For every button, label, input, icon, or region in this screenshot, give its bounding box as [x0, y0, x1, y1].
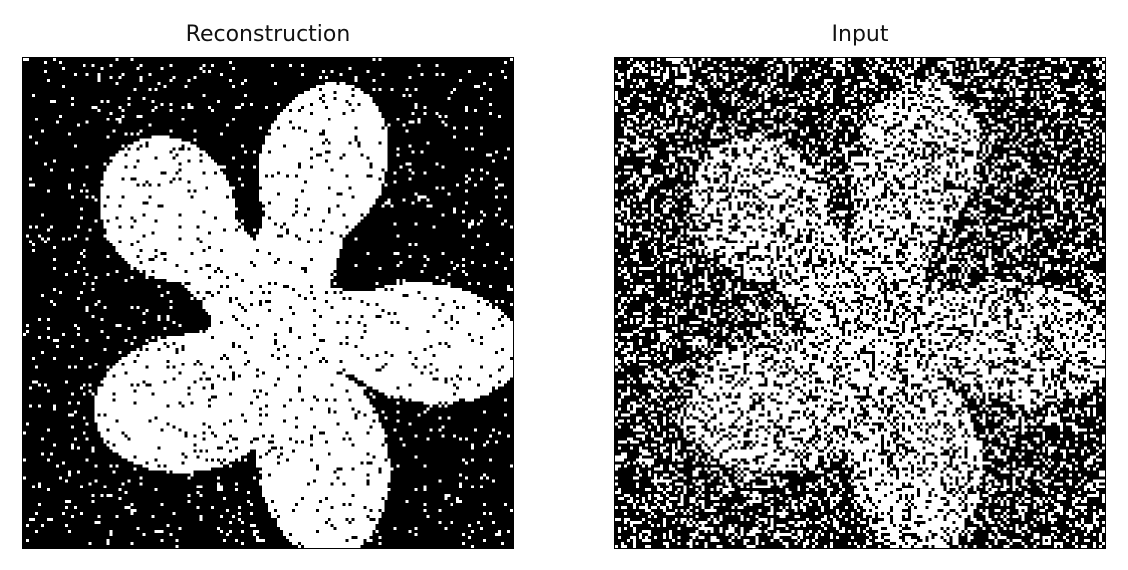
reconstruction-canvas	[23, 58, 513, 548]
input-title: Input	[831, 22, 889, 47]
input-image	[614, 57, 1106, 549]
reconstruction-image	[22, 57, 514, 549]
reconstruction-title: Reconstruction	[185, 22, 351, 47]
input-canvas	[615, 58, 1105, 548]
